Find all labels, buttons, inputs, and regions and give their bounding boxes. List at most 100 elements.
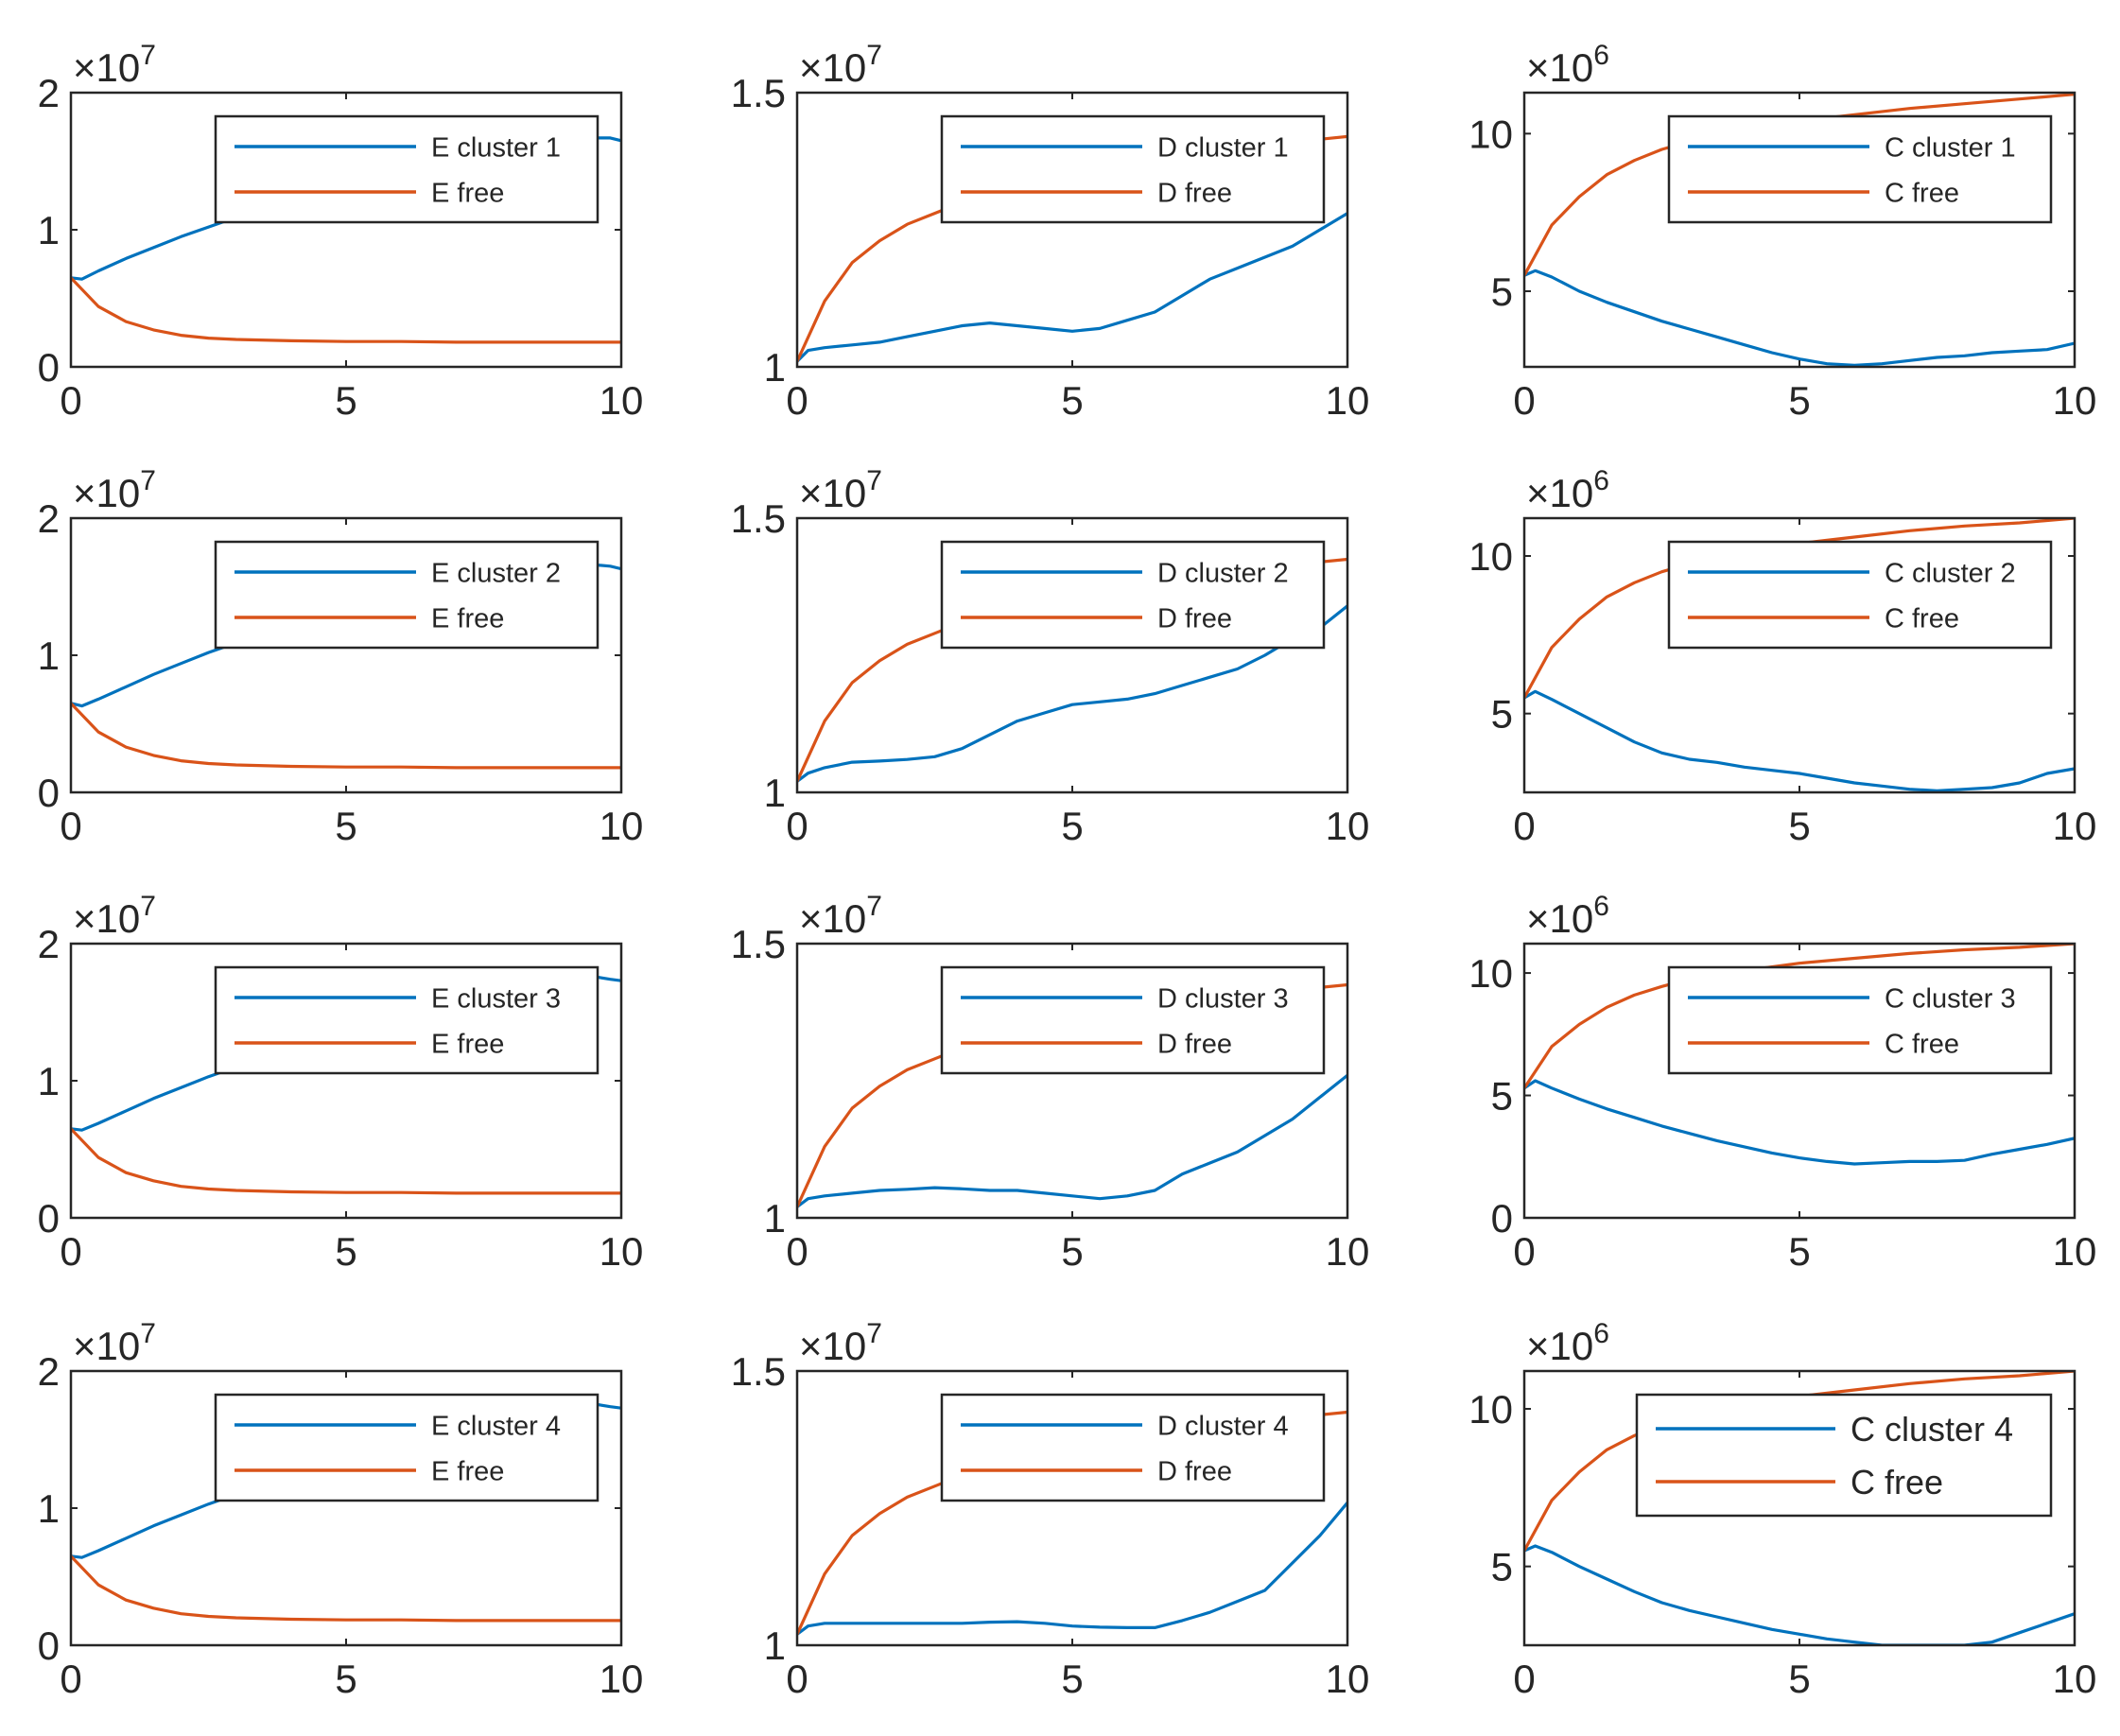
legend-box: [214, 1393, 600, 1502]
legend-label: E cluster 3: [431, 983, 561, 1014]
x-tick-label: 10: [2053, 378, 2097, 423]
x-tick-label: 5: [335, 1657, 356, 1701]
legend-label: E free: [431, 1029, 504, 1059]
exponent-label: ×107: [799, 40, 882, 90]
legend-label: D free: [1157, 1029, 1232, 1059]
subplot-9: 0 5 10 0 5 10 ×106 C cluster 3 C free: [1468, 891, 2096, 1274]
legend-label: D free: [1157, 1456, 1232, 1486]
exponent-label: ×107: [799, 465, 882, 515]
y-tick-label: 0: [38, 1623, 60, 1668]
x-tick-label: 10: [1326, 378, 1370, 423]
y-tick-label: 0: [38, 1196, 60, 1241]
legend-box: [1667, 540, 2053, 650]
axes-box: [1522, 516, 2077, 794]
x-tick-label: 5: [1061, 378, 1083, 423]
x-tick-label: 0: [786, 378, 808, 423]
x-tick-label: 10: [2053, 804, 2097, 848]
axes-box: [795, 1369, 1349, 1647]
series-line-free: [71, 702, 621, 770]
x-tick-label: 0: [1513, 1229, 1535, 1274]
subplot-11: 0 5 10 1 1.5 ×107 D cluster 4 D free: [731, 1318, 1370, 1701]
y-tick-label: 1: [764, 1623, 786, 1668]
legend-label: C free: [1885, 1029, 1959, 1059]
axes-box: [1522, 1369, 2077, 1647]
x-tick-label: 0: [1513, 804, 1535, 848]
y-tick-label: 10: [1468, 1387, 1513, 1432]
legend-label: D free: [1157, 603, 1232, 634]
axes-box: [795, 91, 1349, 369]
legend-box: [940, 114, 1326, 224]
subplot-6: 0 5 10 5 10 ×106 C cluster 2 C free: [1468, 465, 2096, 848]
legend-label: C free: [1851, 1463, 1943, 1502]
x-tick-label: 5: [335, 804, 356, 848]
x-tick-label: 10: [600, 1657, 644, 1701]
y-tick-label: 1.5: [731, 71, 786, 115]
legend-label: C free: [1885, 603, 1959, 634]
x-tick-label: 0: [786, 1657, 808, 1701]
legend: C cluster 3 C free: [1667, 965, 2053, 1075]
subplot-4: 0 5 10 0 1 2 ×107 E cluster 2 E free: [38, 465, 644, 848]
y-tick-label: 5: [1491, 1074, 1513, 1119]
series-line-free: [71, 1127, 621, 1195]
x-tick-label: 0: [1513, 1657, 1535, 1701]
exponent-label: ×106: [1526, 1318, 1609, 1368]
x-tick-label: 5: [1788, 1229, 1810, 1274]
exponent-label: ×107: [73, 40, 156, 90]
legend-label: E free: [431, 603, 504, 634]
x-tick-label: 5: [1061, 804, 1083, 848]
series-line-cluster: [1524, 269, 2075, 367]
legend-box: [1667, 965, 2053, 1075]
subplot-12: 0 5 10 5 10 ×106 C cluster 4 C free: [1468, 1318, 2096, 1701]
legend-box: [940, 1393, 1326, 1502]
exponent-label: ×107: [799, 891, 882, 941]
legend: C cluster 1 C free: [1667, 114, 2053, 224]
legend-label: D cluster 1: [1157, 132, 1289, 163]
y-tick-label: 5: [1491, 692, 1513, 737]
y-tick-label: 2: [38, 1349, 60, 1394]
legend-label: C cluster 1: [1885, 132, 2016, 163]
axes-box: [1522, 942, 2077, 1220]
series-line-cluster: [797, 212, 1347, 363]
legend: D cluster 1 D free: [940, 114, 1326, 224]
exponent-label: ×106: [1526, 40, 1609, 90]
x-tick-label: 5: [1061, 1657, 1083, 1701]
legend-label: E cluster 1: [431, 132, 561, 163]
x-tick-label: 5: [1788, 378, 1810, 423]
legend-label: E cluster 4: [431, 1411, 561, 1441]
legend: D cluster 2 D free: [940, 540, 1326, 650]
legend-label: C cluster 3: [1885, 983, 2016, 1014]
axes-box: [69, 1369, 623, 1647]
legend-label: C cluster 2: [1885, 558, 2016, 588]
legend: E cluster 1 E free: [214, 114, 600, 224]
legend: D cluster 4 D free: [940, 1393, 1326, 1502]
x-tick-label: 0: [60, 378, 81, 423]
legend: E cluster 2 E free: [214, 540, 600, 650]
subplot-7: 0 5 10 0 1 2 ×107 E cluster 3 E free: [38, 891, 644, 1274]
x-tick-label: 10: [2053, 1229, 2097, 1274]
x-tick-label: 10: [600, 804, 644, 848]
series-line-free: [71, 1554, 621, 1623]
axes-box: [69, 942, 623, 1220]
y-tick-label: 1: [764, 771, 786, 815]
x-tick-label: 5: [1061, 1229, 1083, 1274]
subplot-8: 0 5 10 1 1.5 ×107 D cluster 3 D free: [731, 891, 1370, 1274]
legend-box: [214, 965, 600, 1075]
exponent-label: ×106: [1526, 465, 1609, 515]
legend-box: [940, 540, 1326, 650]
subplot-5: 0 5 10 1 1.5 ×107 D cluster 2 D free: [731, 465, 1370, 848]
x-tick-label: 0: [1513, 378, 1535, 423]
y-tick-label: 2: [38, 922, 60, 966]
x-tick-label: 10: [600, 378, 644, 423]
legend-box: [214, 114, 600, 224]
exponent-label: ×107: [799, 1318, 882, 1368]
axes-box: [795, 942, 1349, 1220]
legend: D cluster 3 D free: [940, 965, 1326, 1075]
legend-box: [940, 965, 1326, 1075]
y-tick-label: 0: [1491, 1196, 1513, 1241]
subplot-1: 0 5 10 0 1 2 ×107 E cluster 1 E free: [38, 40, 644, 423]
x-tick-label: 10: [2053, 1657, 2097, 1701]
series-line-cluster: [797, 1073, 1347, 1208]
series-line-cluster: [797, 604, 1347, 783]
y-tick-label: 1.5: [731, 496, 786, 541]
